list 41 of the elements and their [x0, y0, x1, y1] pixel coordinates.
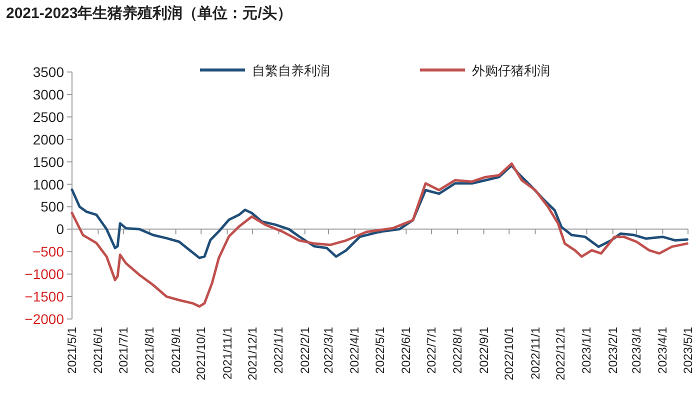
y-tick-label: 1000	[32, 176, 64, 192]
y-tick-label: 1500	[32, 154, 64, 170]
y-tick-label: −500	[32, 244, 64, 260]
x-tick-label: 2023/2/1	[606, 326, 620, 374]
x-tick-label: 2021/7/1	[116, 326, 130, 374]
y-tick-label: −2000	[24, 311, 64, 327]
x-tick-label: 2023/1/1	[580, 326, 594, 374]
y-tick-label: −1500	[24, 288, 64, 305]
x-tick-label: 2022/2/1	[298, 326, 312, 374]
x-tick-label: 2022/11/1	[528, 326, 542, 380]
x-tick-label: 2023/4/1	[656, 326, 670, 374]
x-tick-label: 2021/9/1	[168, 326, 183, 374]
x-tick-label: 2022/12/1	[554, 326, 568, 380]
x-tick-label: 2022/3/1	[322, 326, 336, 374]
x-tick-label: 2022/4/1	[348, 326, 362, 374]
y-tick-label: −1000	[24, 266, 64, 282]
title: 2021-2023年生猪养殖利润（单位：元/头）	[6, 5, 292, 22]
x-tick-label: 2022/5/1	[373, 326, 387, 374]
x-tick-label: 2023/5/1	[681, 326, 695, 374]
x-tick-label: 2021/5/1	[65, 326, 79, 374]
x-tick-label: 2021/11/1	[220, 326, 234, 380]
legend-label: 外购仔猪利润	[472, 63, 550, 78]
x-tick-label: 2022/8/1	[450, 326, 465, 374]
x-tick-label: 2021/6/1	[91, 326, 106, 374]
x-tick-label: 2022/10/1	[502, 326, 516, 380]
x-tick-label: 2021/10/1	[194, 326, 208, 380]
x-tick-label: 2022/1/1	[272, 326, 286, 374]
y-tick-label: 3000	[32, 86, 64, 102]
line-series	[70, 162, 688, 308]
y-tick-label: 500	[40, 198, 64, 215]
x-tick-label: 2021/12/1	[246, 326, 260, 380]
y-tick-label: 2000	[32, 131, 64, 148]
x-tick-label: 2022/9/1	[476, 326, 491, 374]
x-tick-label: 2022/7/1	[424, 326, 438, 374]
legend-label: 自繁自养利润	[252, 63, 330, 78]
x-tick-label: 2023/3/1	[630, 326, 644, 374]
x-tick-label: 2022/6/1	[399, 326, 414, 374]
y-tick-label: 3500	[32, 64, 64, 80]
x-tick-label: 2021/8/1	[142, 326, 157, 374]
y-tick-label: 2500	[32, 108, 64, 125]
y-tick-label: 0	[56, 221, 64, 238]
